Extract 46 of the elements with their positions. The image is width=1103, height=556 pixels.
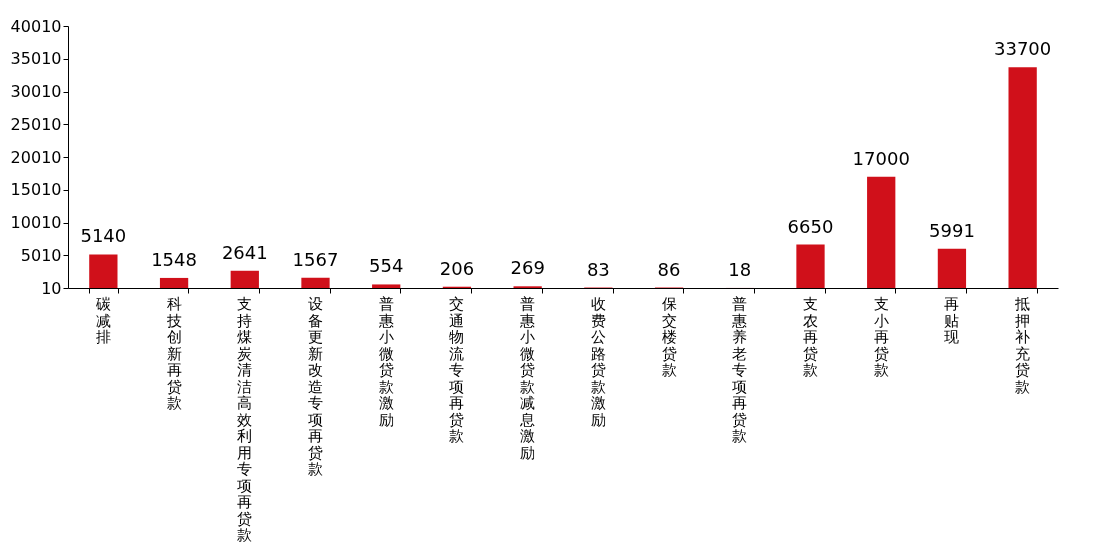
x-tick-label: 普惠小微贷款激励: [377, 296, 394, 428]
bar: [867, 176, 896, 288]
x-tick-label: 支农再贷款: [803, 296, 818, 378]
category-label: 普惠小微贷款减息激励: [520, 296, 536, 461]
x-tick-label: 支小再贷款: [873, 296, 889, 378]
data-label: 86: [657, 258, 681, 280]
data-label: 2641: [221, 241, 268, 263]
category-label: 交通物流专项再贷款: [449, 296, 465, 444]
x-tick-label: 碳减排: [94, 296, 111, 345]
y-tick-label: 35010: [10, 49, 62, 69]
data-label: 6650: [787, 215, 834, 237]
category-label: 设备更新改造专项再贷款: [308, 296, 323, 477]
x-tick-label: 保交楼贷款: [661, 296, 677, 378]
data-label: 269: [510, 257, 545, 279]
bar: [301, 277, 330, 288]
bar: [937, 248, 967, 288]
data-label: 5991: [929, 219, 975, 241]
y-tick-label: 30010: [10, 82, 62, 101]
bar: [159, 277, 189, 288]
bar: [230, 270, 259, 288]
category-label: 普惠养老专项再贷款: [732, 296, 748, 444]
data-label: 18: [728, 258, 752, 280]
bar: [1008, 67, 1037, 288]
x-tick-label: 收费公路贷款激励: [590, 296, 606, 428]
bar: [796, 244, 825, 288]
data-label: 5140: [80, 225, 127, 247]
y-tick-label: 40010: [10, 16, 62, 36]
category-label: 支持煤炭清洁高效利用专项再贷款: [237, 296, 253, 543]
y-tick-label: 15010: [10, 180, 62, 200]
data-label: 554: [369, 255, 404, 277]
x-tick-label: 再贴现: [944, 296, 960, 345]
data-label: 83: [586, 258, 610, 280]
data-label: 1548: [151, 248, 197, 270]
x-tick-label: 抵押补充贷款: [1014, 296, 1031, 395]
x-tick-label: 科技创新再贷款: [165, 296, 182, 411]
y-tick-label: 5010: [20, 245, 62, 265]
data-label: 17000: [852, 147, 910, 169]
y-tick-label: 20010: [10, 147, 62, 167]
data-label: 1567: [292, 248, 339, 270]
y-tick-label: 25010: [10, 114, 62, 134]
data-label: 33700: [994, 38, 1052, 60]
data-label: 206: [439, 257, 475, 279]
bar: [372, 284, 401, 288]
y-tick-label: 10: [41, 278, 62, 298]
y-tick-label: 10010: [10, 213, 62, 232]
bar: [89, 254, 118, 288]
